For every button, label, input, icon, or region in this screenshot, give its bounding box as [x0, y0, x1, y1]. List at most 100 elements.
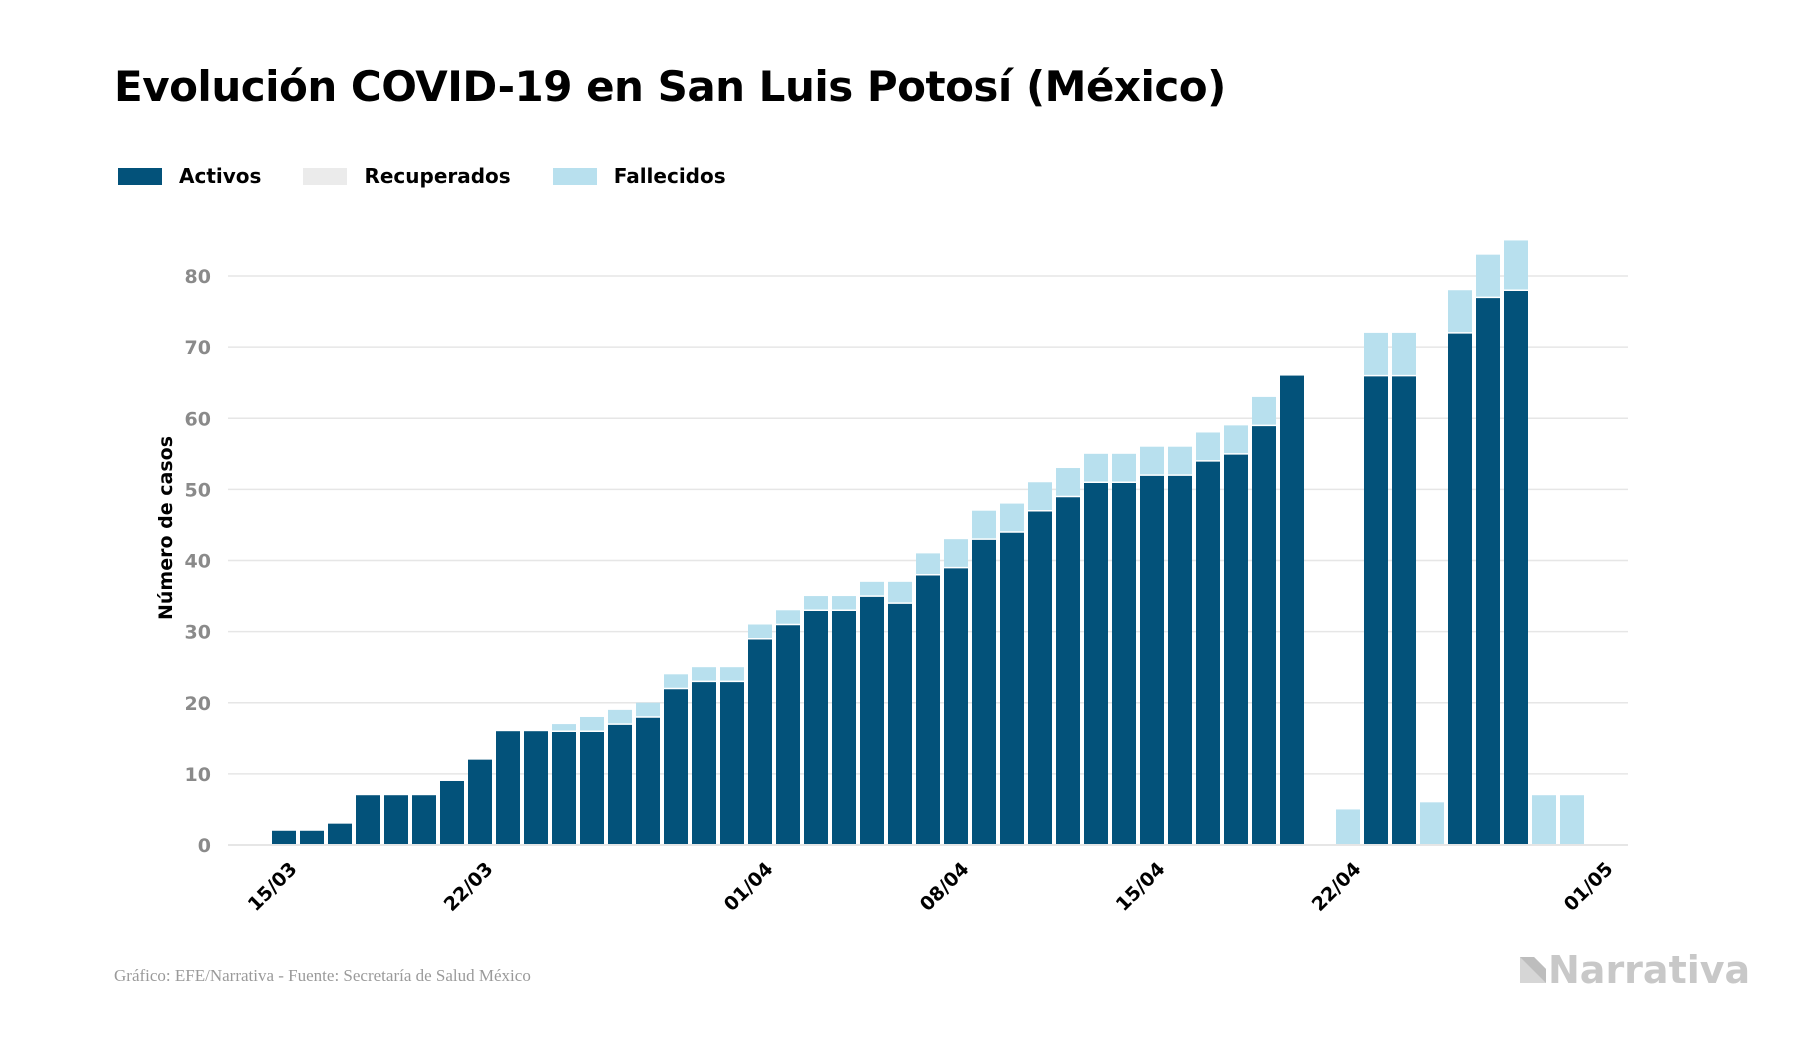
bar-fallecidos	[1532, 795, 1556, 845]
bar-activos	[580, 731, 604, 845]
bar-fallecidos	[748, 624, 772, 639]
bar-fallecidos	[1476, 254, 1500, 298]
bar-fallecidos	[1084, 453, 1108, 483]
bar-fallecidos	[1112, 453, 1136, 483]
bar-fallecidos	[832, 596, 856, 611]
bar-activos	[1168, 475, 1192, 845]
bar-activos	[832, 610, 856, 845]
legend: Activos Recuperados Fallecidos	[118, 164, 768, 188]
bar-activos	[1392, 375, 1416, 845]
legend-swatch-activos	[118, 167, 162, 185]
bar-fallecidos	[1392, 332, 1416, 376]
bar-activos	[748, 638, 772, 845]
bar-activos	[468, 759, 492, 845]
bar-activos	[1140, 475, 1164, 845]
bar-activos	[636, 716, 660, 845]
bar-activos	[1084, 482, 1108, 845]
bar-activos	[552, 731, 576, 845]
bar-activos	[1364, 375, 1388, 845]
narrativa-logo-text: Narrativa	[1548, 948, 1751, 992]
x-tick-label: 22/04	[1308, 858, 1366, 916]
bar-fallecidos	[944, 539, 968, 568]
bar-fallecidos	[1056, 468, 1080, 497]
bar-fallecidos	[1000, 503, 1024, 533]
bar-fallecidos	[580, 716, 604, 732]
bar-activos	[1476, 297, 1500, 845]
bar-activos	[916, 574, 940, 845]
narrativa-logo: Narrativa	[1518, 948, 1750, 992]
bar-activos	[692, 681, 716, 845]
bar-activos	[776, 624, 800, 845]
legend-label-activos: Activos	[179, 164, 262, 188]
y-axis-label: Número de casos	[155, 436, 177, 620]
bar-activos	[1056, 496, 1080, 845]
x-tick-label: 15/03	[244, 858, 302, 916]
bar-fallecidos	[888, 581, 912, 604]
bar-fallecidos	[860, 581, 884, 597]
bar-fallecidos	[972, 510, 996, 540]
legend-label-fallecidos: Fallecidos	[613, 164, 726, 188]
bar-activos	[1448, 332, 1472, 845]
bar-activos	[272, 830, 296, 845]
narrativa-logo-icon	[1520, 957, 1546, 983]
bar-activos	[1112, 482, 1136, 845]
bar-fallecidos	[916, 553, 940, 575]
bar-fallecidos	[1364, 332, 1388, 376]
x-tick-label: 22/03	[440, 858, 498, 916]
legend-item-activos: Activos	[118, 164, 261, 188]
bar-fallecidos	[664, 674, 688, 689]
bar-fallecidos	[804, 596, 828, 611]
x-tick-label: 01/04	[720, 858, 778, 916]
x-tick-label: 01/05	[1560, 858, 1618, 916]
bar-fallecidos	[1336, 809, 1360, 845]
x-tick-label: 15/04	[1112, 858, 1170, 916]
bar-activos	[384, 795, 408, 845]
bar-fallecidos	[1224, 425, 1248, 454]
y-tick-label: 30	[185, 622, 211, 644]
bar-activos	[720, 681, 744, 845]
y-tick-label: 10	[185, 764, 211, 786]
legend-item-recuperados: Recuperados	[303, 164, 511, 188]
y-tick-label: 20	[185, 693, 211, 715]
bar-fallecidos	[720, 667, 744, 682]
y-tick-label: 80	[185, 266, 211, 288]
bar-fallecidos	[552, 724, 576, 732]
bar-fallecidos	[608, 709, 632, 725]
bar-activos	[664, 688, 688, 845]
legend-label-recuperados: Recuperados	[364, 164, 511, 188]
bar-activos	[1504, 290, 1528, 846]
bar-fallecidos	[1168, 446, 1192, 476]
bars	[272, 240, 1584, 846]
y-tick-label: 70	[185, 337, 211, 359]
bar-fallecidos	[1252, 396, 1276, 426]
legend-swatch-fallecidos	[552, 167, 597, 185]
bar-activos	[804, 610, 828, 845]
bar-activos	[328, 823, 352, 845]
bar-fallecidos	[1420, 802, 1444, 845]
bar-fallecidos	[636, 702, 660, 717]
legend-item-fallecidos: Fallecidos	[552, 164, 726, 188]
bar-activos	[300, 830, 324, 845]
bar-activos	[1280, 375, 1304, 845]
bar-activos	[1196, 460, 1220, 845]
bar-activos	[888, 603, 912, 845]
bar-activos	[1000, 532, 1024, 845]
bar-fallecidos	[692, 667, 716, 682]
bar-activos	[1252, 425, 1276, 845]
bar-fallecidos	[1504, 240, 1528, 291]
bar-activos	[356, 795, 380, 845]
y-tick-label: 60	[185, 408, 211, 430]
bar-activos	[524, 731, 548, 845]
source-note: Gráfico: EFE/Narrativa - Fuente: Secreta…	[114, 966, 531, 985]
bar-activos	[1224, 453, 1248, 845]
bar-activos	[496, 731, 520, 845]
y-tick-label: 0	[198, 835, 211, 857]
x-tick-label: 08/04	[916, 858, 974, 916]
y-tick-label: 50	[185, 479, 211, 501]
bar-fallecidos	[1140, 446, 1164, 476]
y-tick-label: 40	[185, 551, 211, 573]
bar-fallecidos	[1560, 795, 1584, 845]
legend-swatch-recuperados	[303, 167, 348, 185]
bar-activos	[972, 539, 996, 845]
